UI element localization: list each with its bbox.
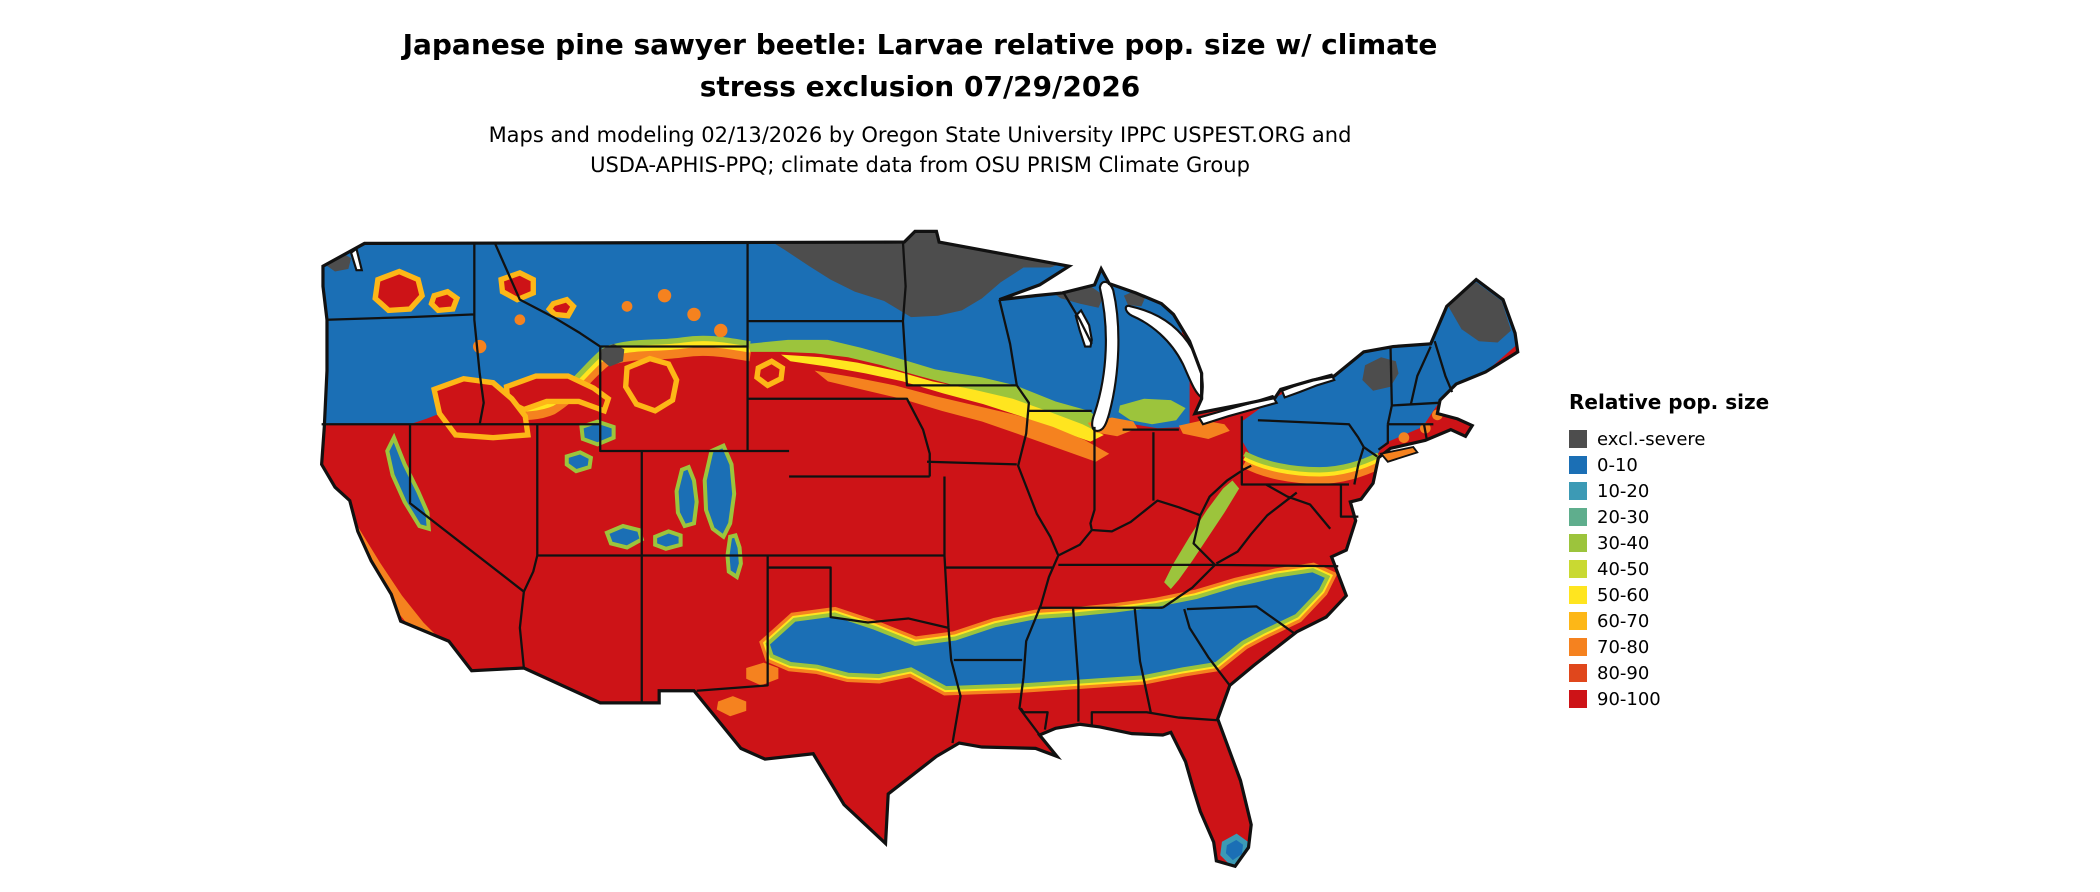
legend-label: 0-10 xyxy=(1597,454,1638,476)
orange-wtx-a xyxy=(746,662,779,686)
fleck xyxy=(714,323,728,338)
rockies-colorado-west xyxy=(674,464,699,529)
rockies-colorado xyxy=(702,443,737,540)
raster-s-michigan-green xyxy=(1118,398,1186,425)
legend-swatch xyxy=(1569,534,1587,552)
legend-label: 90-100 xyxy=(1597,688,1661,710)
gray-yellowstone xyxy=(600,343,625,367)
legend-swatch xyxy=(1569,456,1587,474)
fleck xyxy=(621,301,633,312)
orange-n-ohio xyxy=(1178,420,1230,439)
legend-label: 20-30 xyxy=(1597,506,1650,528)
us-map-svg xyxy=(320,229,1520,868)
wasatch xyxy=(564,450,594,474)
legend-item-b70: 70-80 xyxy=(1569,634,1769,660)
legend-item-b50: 50-60 xyxy=(1569,582,1769,608)
legend: Relative pop. size excl.-severe 0-10 10-20… xyxy=(1569,390,1769,712)
legend-item-b0: 0-10 xyxy=(1569,452,1769,478)
legend-swatch xyxy=(1569,664,1587,682)
raster-layers xyxy=(321,231,1518,867)
us-map xyxy=(305,226,1525,885)
page-title-line2: stress exclusion 07/29/2026 xyxy=(699,70,1141,103)
legend-swatch xyxy=(1569,482,1587,500)
fleck-ct-shore xyxy=(1398,432,1410,443)
orange-wtx-b xyxy=(716,696,747,717)
legend-item-b30: 30-40 xyxy=(1569,530,1769,556)
legend-label: excl.-severe xyxy=(1597,428,1706,450)
raster-midwest-orange-band xyxy=(814,370,1110,462)
legend-swatch xyxy=(1569,430,1587,448)
state-borders xyxy=(321,241,1454,744)
sierra-nevada xyxy=(385,432,432,532)
red-patch-mt-valley xyxy=(498,269,536,303)
page-title-line1: Japanese pine sawyer beetle: Larvae rela… xyxy=(402,28,1438,61)
red-patch-wa xyxy=(372,268,426,314)
fleck xyxy=(514,314,526,326)
red-patch-mt-small xyxy=(545,296,577,319)
page-subtitle-line2: USDA-APHIS-PPQ; climate data from OSU PR… xyxy=(590,153,1250,178)
gray-n-maine xyxy=(1446,282,1512,343)
fleck xyxy=(687,307,701,322)
legend-swatch xyxy=(1569,638,1587,656)
red-patch-wy-basin xyxy=(622,355,680,414)
legend-swatch xyxy=(1569,560,1587,578)
legend-label: 50-60 xyxy=(1597,584,1650,606)
legend-title: Relative pop. size xyxy=(1569,390,1770,414)
legend-label: 60-70 xyxy=(1597,610,1650,632)
raster-orange-flecks xyxy=(472,288,1443,717)
legend-swatch xyxy=(1569,690,1587,708)
legend-item-b40: 40-50 xyxy=(1569,556,1769,582)
raster-florida-tip-blue xyxy=(1220,833,1249,867)
great-lakes xyxy=(349,246,1336,433)
legend-swatch xyxy=(1569,508,1587,526)
red-patch-wa-small xyxy=(428,288,461,314)
legend-swatch xyxy=(1569,586,1587,604)
legend-item-ex: excl.-severe xyxy=(1569,426,1769,452)
fleck xyxy=(657,288,672,303)
fleck xyxy=(472,339,487,354)
page-subtitle: Maps and modeling 02/13/2026 by Oregon S… xyxy=(0,120,1840,181)
legend-items: excl.-severe 0-10 10-20 20-30 30-40 40-50 50-6… xyxy=(1569,426,1769,712)
mogollon-b xyxy=(653,529,683,551)
legend-label: 30-40 xyxy=(1597,532,1650,554)
raster-red-patches-north xyxy=(372,268,786,441)
legend-item-b20: 20-30 xyxy=(1569,504,1769,530)
page-subtitle-line1: Maps and modeling 02/13/2026 by Oregon S… xyxy=(488,123,1352,147)
legend-label: 40-50 xyxy=(1597,558,1650,580)
legend-label: 80-90 xyxy=(1597,662,1650,684)
legend-label: 10-20 xyxy=(1597,480,1650,502)
gray-adirondacks xyxy=(1362,357,1399,391)
legend-label: 70-80 xyxy=(1597,636,1650,658)
legend-item-b60: 60-70 xyxy=(1569,608,1769,634)
raster-mountain-blue-patches xyxy=(385,419,743,581)
uinta xyxy=(579,419,616,447)
long-island xyxy=(1379,445,1419,463)
raster-midwest-yellow-band xyxy=(781,354,1104,442)
legend-item-b10: 10-20 xyxy=(1569,478,1769,504)
mogollon-a xyxy=(604,523,645,550)
legend-swatch xyxy=(1569,612,1587,630)
red-patch-black-hills xyxy=(754,358,786,389)
legend-item-b90: 90-100 xyxy=(1569,686,1769,712)
raster-appalachian-green xyxy=(1164,480,1240,589)
map-header: Japanese pine sawyer beetle: Larvae rela… xyxy=(0,24,1840,181)
lake-huron xyxy=(1124,304,1204,400)
lake-michigan xyxy=(1091,280,1120,433)
legend-item-b80: 80-90 xyxy=(1569,660,1769,686)
